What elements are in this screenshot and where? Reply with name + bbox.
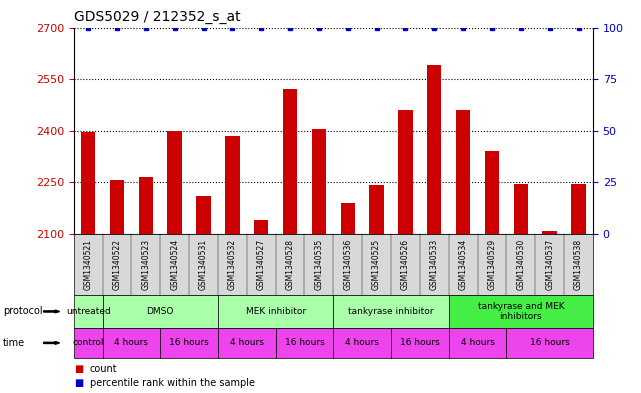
Text: 4 hours: 4 hours: [115, 338, 148, 347]
Text: GSM1340522: GSM1340522: [112, 239, 122, 290]
Bar: [340, 203, 355, 234]
Text: GSM1340531: GSM1340531: [199, 239, 208, 290]
Text: GSM1340525: GSM1340525: [372, 239, 381, 290]
Text: GSM1340524: GSM1340524: [170, 239, 179, 290]
Bar: [542, 231, 557, 234]
Text: ■: ■: [74, 378, 83, 388]
Bar: [312, 129, 326, 234]
Bar: [571, 184, 586, 234]
Text: 16 hours: 16 hours: [400, 338, 440, 347]
Text: protocol: protocol: [3, 307, 43, 316]
Text: GSM1340533: GSM1340533: [429, 239, 439, 290]
Text: ■: ■: [74, 364, 83, 374]
Text: untreated: untreated: [66, 307, 110, 316]
Text: control: control: [72, 338, 104, 347]
Text: 16 hours: 16 hours: [169, 338, 209, 347]
Text: 4 hours: 4 hours: [230, 338, 263, 347]
Text: tankyrase inhibitor: tankyrase inhibitor: [348, 307, 434, 316]
Text: DMSO: DMSO: [147, 307, 174, 316]
Text: percentile rank within the sample: percentile rank within the sample: [90, 378, 254, 388]
Text: GSM1340523: GSM1340523: [141, 239, 151, 290]
Bar: [167, 131, 182, 234]
Text: GSM1340535: GSM1340535: [314, 239, 324, 290]
Text: GSM1340532: GSM1340532: [228, 239, 237, 290]
Text: MEK inhibitor: MEK inhibitor: [246, 307, 306, 316]
Text: GSM1340536: GSM1340536: [343, 239, 353, 290]
Text: tankyrase and MEK
inhibitors: tankyrase and MEK inhibitors: [478, 302, 564, 321]
Text: GSM1340521: GSM1340521: [83, 239, 93, 290]
Bar: [513, 184, 528, 234]
Bar: [196, 196, 211, 234]
Bar: [485, 151, 499, 234]
Bar: [81, 132, 96, 234]
Bar: [369, 185, 384, 234]
Text: count: count: [90, 364, 117, 374]
Text: 4 hours: 4 hours: [461, 338, 494, 347]
Text: 16 hours: 16 hours: [285, 338, 324, 347]
Text: 16 hours: 16 hours: [529, 338, 570, 347]
Text: GSM1340527: GSM1340527: [256, 239, 266, 290]
Text: GSM1340534: GSM1340534: [458, 239, 468, 290]
Text: GSM1340526: GSM1340526: [401, 239, 410, 290]
Text: GSM1340537: GSM1340537: [545, 239, 554, 290]
Text: GDS5029 / 212352_s_at: GDS5029 / 212352_s_at: [74, 9, 240, 24]
Text: 4 hours: 4 hours: [345, 338, 379, 347]
Bar: [110, 180, 124, 234]
Bar: [398, 110, 413, 234]
Bar: [427, 65, 442, 234]
Bar: [225, 136, 240, 234]
Text: time: time: [3, 338, 26, 348]
Bar: [138, 177, 153, 234]
Text: GSM1340538: GSM1340538: [574, 239, 583, 290]
Text: GSM1340528: GSM1340528: [285, 239, 295, 290]
Bar: [283, 90, 297, 234]
Bar: [456, 110, 470, 234]
Text: GSM1340530: GSM1340530: [516, 239, 526, 290]
Bar: [254, 220, 269, 234]
Text: GSM1340529: GSM1340529: [487, 239, 497, 290]
